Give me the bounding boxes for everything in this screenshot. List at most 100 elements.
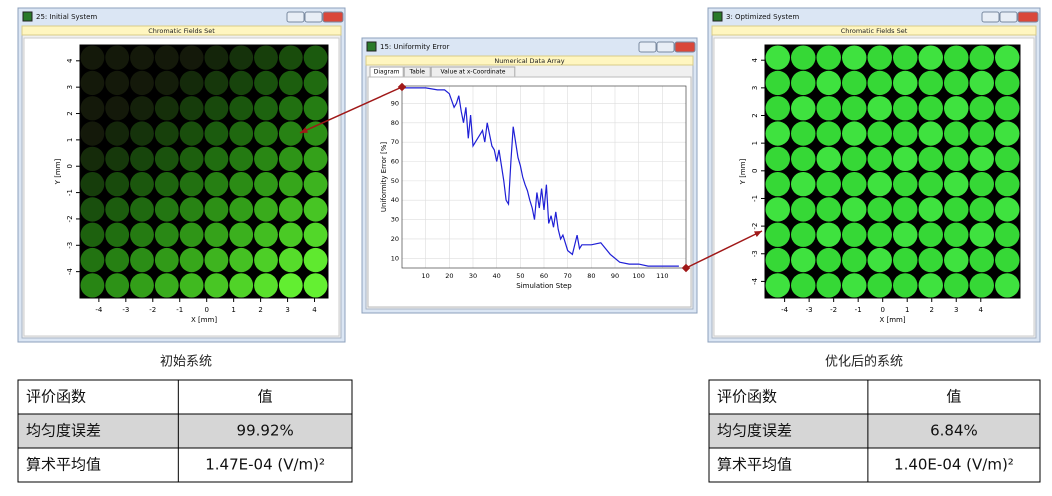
- spot: [229, 222, 254, 247]
- window-icon: [366, 41, 377, 52]
- spot: [765, 247, 790, 273]
- table-cell: 6.84%: [930, 422, 978, 440]
- spot: [995, 121, 1020, 146]
- spot: [179, 70, 204, 96]
- y-tick-label: 80: [391, 119, 399, 127]
- y-axis-label: Y [mm]: [54, 158, 62, 185]
- subtitle-band: [365, 55, 694, 66]
- spot: [80, 273, 105, 298]
- spot: [303, 247, 328, 273]
- spot: [867, 96, 892, 121]
- spot: [816, 70, 841, 96]
- minimize-button[interactable]: [286, 11, 305, 23]
- y-tick-label: -3: [751, 250, 759, 257]
- spot: [893, 222, 918, 247]
- y-tick-label: -1: [66, 189, 74, 196]
- subtitle-band: [21, 25, 342, 36]
- spot: [80, 172, 105, 197]
- spot: [791, 222, 816, 247]
- spot: [893, 197, 918, 222]
- spot: [179, 247, 204, 273]
- close-button[interactable]: [322, 11, 344, 23]
- x-tick-label: 100: [632, 272, 644, 280]
- caption: 优化后的系统: [825, 354, 903, 370]
- spot: [130, 273, 154, 298]
- spot: [303, 197, 328, 222]
- close-button[interactable]: [1017, 11, 1039, 23]
- spot: [969, 247, 994, 273]
- spot: [278, 247, 303, 273]
- spot: [154, 222, 179, 247]
- spot: [893, 70, 918, 96]
- x-tick-label: 3: [954, 306, 958, 314]
- spot: [867, 222, 892, 247]
- maximize-button[interactable]: [656, 41, 675, 53]
- spot: [791, 121, 816, 146]
- spot: [130, 172, 154, 197]
- y-tick-label: -2: [751, 223, 759, 230]
- x-tick-label: -3: [806, 306, 813, 314]
- spot: [918, 222, 943, 247]
- tab-label: Table: [408, 69, 425, 76]
- x-tick-label: 60: [540, 272, 548, 280]
- spot: [944, 222, 969, 247]
- minimize-button[interactable]: [981, 11, 1000, 23]
- subtitle-band: [711, 25, 1037, 36]
- spot: [791, 172, 816, 197]
- spot: [765, 45, 790, 70]
- spot: [969, 121, 994, 146]
- spot: [969, 222, 994, 247]
- spot: [893, 146, 918, 171]
- y-tick-label: -4: [66, 268, 74, 276]
- spot: [944, 172, 969, 197]
- minimize-button[interactable]: [638, 41, 657, 53]
- spot: [791, 197, 816, 222]
- spot: [918, 273, 943, 298]
- subtitle: Chromatic Fields Set: [148, 27, 215, 35]
- table-row: [708, 413, 1041, 449]
- spot: [765, 121, 790, 146]
- spot: [765, 146, 790, 171]
- spot: [765, 273, 790, 298]
- y-tick-label: 3: [751, 86, 759, 90]
- x-tick-label: 40: [493, 272, 501, 280]
- spot: [995, 45, 1020, 70]
- spot: [130, 70, 154, 96]
- x-axis-label: X [mm]: [879, 316, 905, 324]
- y-tick-label: -1: [751, 195, 759, 202]
- spot: [791, 146, 816, 171]
- tab-label: Value at x-Coordinate: [441, 69, 506, 76]
- table-row: [17, 379, 353, 415]
- spot: [893, 121, 918, 146]
- arrow: [299, 82, 407, 134]
- y-tick-label: 2: [751, 113, 759, 117]
- spot: [204, 146, 229, 171]
- spot: [204, 121, 229, 146]
- spot: [105, 222, 130, 247]
- maximize-button[interactable]: [304, 11, 323, 23]
- x-tick-label: 1: [231, 306, 235, 314]
- spot: [229, 45, 254, 70]
- plot-border: [401, 85, 687, 269]
- window-title: 25: Initial System: [36, 13, 97, 21]
- spot: [816, 247, 841, 273]
- x-tick-label: 110: [656, 272, 668, 280]
- spot: [918, 121, 943, 146]
- spot: [765, 222, 790, 247]
- tab-label: Diagram: [374, 69, 400, 76]
- spot: [944, 96, 969, 121]
- spot: [765, 197, 790, 222]
- x-tick-label: -2: [830, 306, 837, 314]
- spot: [842, 70, 867, 96]
- y-tick-label: 90: [391, 99, 399, 107]
- spot-grid: [80, 45, 328, 298]
- spot: [765, 172, 790, 197]
- spot: [867, 197, 892, 222]
- maximize-button[interactable]: [999, 11, 1018, 23]
- x-axis-label: Simulation Step: [516, 282, 572, 290]
- subtitle: Chromatic Fields Set: [841, 27, 908, 35]
- close-button[interactable]: [674, 41, 696, 53]
- arrow-line: [299, 86, 403, 134]
